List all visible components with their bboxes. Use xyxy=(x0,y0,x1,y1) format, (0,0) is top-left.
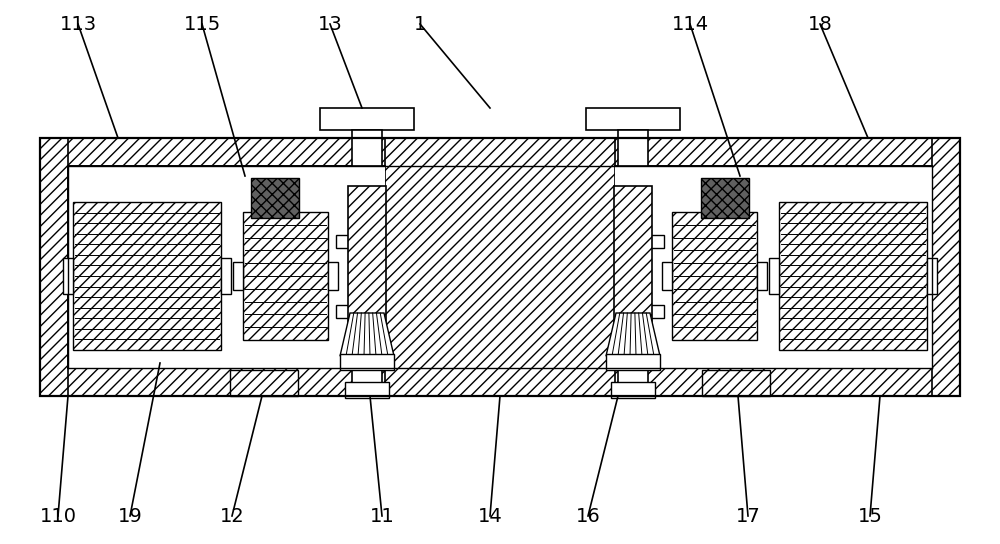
Polygon shape xyxy=(340,313,394,356)
Bar xyxy=(340,354,394,370)
Bar xyxy=(672,212,757,340)
Bar xyxy=(757,262,767,290)
Bar xyxy=(352,130,382,166)
Bar xyxy=(646,235,664,248)
Bar xyxy=(779,202,927,350)
Text: 115: 115 xyxy=(183,15,221,34)
Bar xyxy=(328,262,338,290)
Bar xyxy=(221,258,231,294)
Bar xyxy=(348,186,386,368)
Text: 14: 14 xyxy=(478,506,502,526)
Text: 19: 19 xyxy=(118,506,142,526)
Bar xyxy=(63,258,73,294)
Bar xyxy=(606,354,660,370)
Bar xyxy=(769,258,779,294)
Text: 16: 16 xyxy=(576,506,600,526)
Bar xyxy=(611,382,655,398)
Bar xyxy=(586,108,680,130)
Bar xyxy=(336,235,354,248)
Text: 17: 17 xyxy=(736,506,760,526)
Bar xyxy=(701,178,749,218)
Bar xyxy=(618,363,648,396)
Bar xyxy=(40,138,960,166)
Polygon shape xyxy=(606,313,660,356)
Text: 11: 11 xyxy=(370,506,394,526)
Bar xyxy=(646,305,664,318)
Text: 113: 113 xyxy=(59,15,97,34)
Bar xyxy=(40,138,960,396)
Bar xyxy=(40,368,960,396)
Bar xyxy=(68,166,385,368)
Text: 13: 13 xyxy=(318,15,342,34)
Bar xyxy=(927,258,937,294)
Bar xyxy=(352,363,382,396)
Bar xyxy=(336,305,354,318)
Bar xyxy=(932,138,960,396)
Bar xyxy=(230,370,298,396)
Bar xyxy=(385,138,615,396)
Bar xyxy=(73,202,221,350)
Bar xyxy=(320,108,414,130)
Bar xyxy=(40,138,68,396)
Bar xyxy=(614,186,652,368)
Text: 18: 18 xyxy=(808,15,832,34)
Bar xyxy=(615,166,932,368)
Text: 114: 114 xyxy=(671,15,709,34)
Bar xyxy=(618,130,648,166)
Bar xyxy=(243,212,328,340)
Text: 15: 15 xyxy=(858,506,882,526)
Bar xyxy=(233,262,243,290)
Bar xyxy=(345,382,389,398)
Bar xyxy=(662,262,672,290)
Text: 110: 110 xyxy=(40,506,76,526)
Bar xyxy=(251,178,299,218)
Text: 1: 1 xyxy=(414,15,426,34)
Bar xyxy=(702,370,770,396)
Text: 12: 12 xyxy=(220,506,244,526)
